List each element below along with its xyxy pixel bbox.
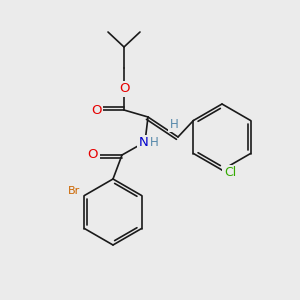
Text: N: N <box>139 136 149 149</box>
Text: Cl: Cl <box>224 167 236 179</box>
Text: H: H <box>169 118 178 130</box>
Text: O: O <box>120 82 130 95</box>
Text: H: H <box>150 136 158 149</box>
Text: O: O <box>91 103 101 116</box>
Text: O: O <box>88 148 98 160</box>
Text: Br: Br <box>68 187 80 196</box>
